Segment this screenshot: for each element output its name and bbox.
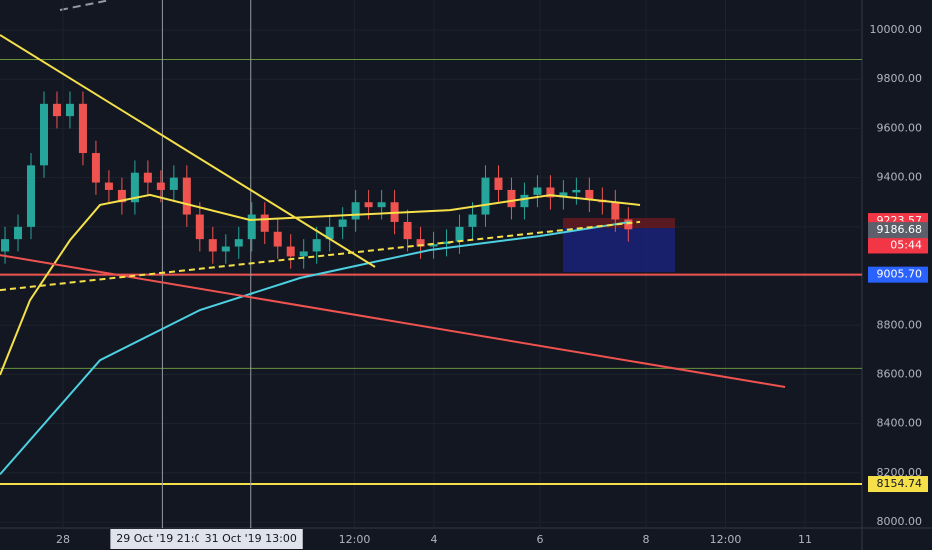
countdown-box: [868, 237, 928, 254]
candle-body: [156, 182, 165, 190]
crosshair-label-box: [110, 529, 215, 549]
candle-body: [273, 231, 282, 247]
candle-body: [572, 189, 581, 193]
y-tick-label: 8600.00: [877, 367, 923, 380]
candle-body: [585, 189, 594, 200]
candle-body: [611, 202, 620, 220]
candle-body: [221, 246, 230, 252]
moving-average: [0, 193, 641, 376]
candle-body: [299, 251, 308, 257]
y-tick-label: 9600.00: [877, 121, 923, 134]
candle-body: [39, 103, 48, 166]
candle-body: [429, 244, 438, 247]
position-profit: [563, 228, 676, 273]
price-label-box: [868, 266, 928, 283]
candle-body: [286, 246, 295, 257]
crosshair-label: 31 Oct '19 13:00: [205, 532, 297, 545]
candle-body: [14, 226, 23, 240]
candle-body: [1, 239, 10, 252]
candle-body: [351, 202, 360, 220]
x-tick-label: 4: [431, 533, 438, 546]
x-tick-label: 8: [643, 533, 650, 546]
candle-body: [169, 177, 178, 190]
candle-body: [234, 239, 243, 247]
candle-body: [117, 189, 126, 203]
candle-body: [104, 182, 113, 190]
candle-body: [481, 177, 490, 215]
candle-body: [91, 153, 100, 183]
y-tick-label: 8200.00: [877, 466, 923, 479]
crosshair-label-box: [198, 529, 303, 549]
price-label-box: [868, 222, 928, 239]
price-label: 8154.74: [877, 477, 923, 490]
candle-body: [455, 226, 464, 242]
candle-body: [260, 214, 269, 232]
candle-body: [182, 177, 191, 215]
drawing-fragment: [59, 0, 111, 11]
candle-body: [533, 187, 542, 195]
trend-line: [0, 220, 641, 292]
candle-body: [468, 214, 477, 227]
candle-body: [325, 226, 334, 240]
trend-line: [0, 34, 376, 268]
candle-body: [546, 187, 555, 198]
countdown: 05:44: [890, 238, 922, 251]
y-tick-label: 9800.00: [877, 72, 923, 85]
y-tick-label: 9400.00: [877, 171, 923, 184]
price-label: 9005.70: [877, 268, 923, 281]
candle-body: [494, 177, 503, 190]
candle-body: [338, 219, 347, 227]
x-tick-label: 28: [56, 533, 70, 546]
candle-body: [208, 239, 217, 252]
candle-body: [624, 219, 633, 230]
candle-body: [559, 192, 568, 198]
moving-average: [0, 220, 631, 476]
x-tick-label: 12:00: [339, 533, 371, 546]
price-label: 9186.68: [877, 223, 923, 236]
candle-body: [403, 221, 412, 240]
candle-body: [65, 103, 74, 117]
candle-body: [312, 239, 321, 252]
y-tick-label: 8000.00: [877, 515, 923, 528]
y-tick-label: 10000.00: [870, 23, 923, 36]
candle-body: [247, 214, 256, 240]
candle-body: [377, 202, 386, 208]
candle-body: [520, 194, 529, 208]
candle-body: [143, 172, 152, 183]
candle-body: [442, 241, 451, 245]
x-tick-label: 6: [537, 533, 544, 546]
candle-body: [27, 165, 36, 227]
y-tick-label: 8400.00: [877, 417, 923, 430]
candle-body: [416, 239, 425, 247]
x-tick-label: 11: [798, 533, 812, 546]
candle-body: [507, 189, 516, 208]
candle-body: [195, 214, 204, 240]
candle-body: [130, 172, 139, 203]
price-label-box: [868, 476, 928, 493]
x-tick-label: 12:00: [710, 533, 742, 546]
y-tick-label: 8800.00: [877, 318, 923, 331]
candle-body: [52, 103, 61, 117]
candle-body: [78, 103, 87, 154]
candle-body: [364, 202, 373, 208]
crosshair-label: 29 Oct '19 21:00: [116, 532, 208, 545]
